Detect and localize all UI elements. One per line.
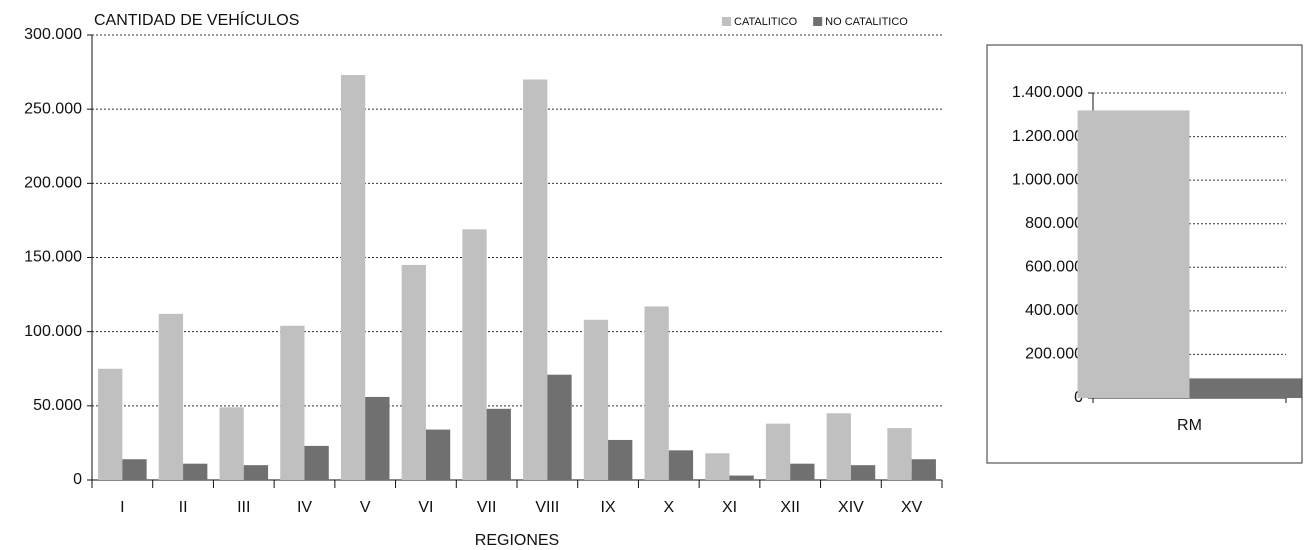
y-tick-label: 200.000 (1025, 346, 1083, 363)
bar (365, 396, 390, 480)
bar (790, 463, 815, 480)
bar (243, 465, 269, 480)
bar (765, 423, 791, 480)
bar (122, 459, 147, 480)
bar (219, 407, 244, 480)
y-tick-label: 1.000.000 (1012, 171, 1083, 188)
bar (340, 75, 366, 481)
bar (304, 445, 329, 480)
y-tick-label: 600.000 (1025, 259, 1083, 276)
bar (729, 475, 754, 480)
bar (401, 264, 426, 480)
x-tick-label: IV (297, 499, 312, 516)
bar (158, 313, 184, 480)
bar (911, 459, 936, 480)
legend-swatch (722, 17, 731, 26)
x-tick-label: XIV (838, 499, 864, 516)
bar (425, 429, 451, 480)
x-axis-label: REGIONES (475, 532, 559, 549)
x-tick-label: XV (901, 499, 923, 516)
chart-title: CANTIDAD DE VEHÍCULOS (94, 10, 299, 29)
bar (1189, 378, 1302, 398)
bar (644, 306, 669, 480)
x-tick-label: X (663, 499, 674, 516)
y-tick-label: 300.000 (24, 26, 82, 43)
y-tick-label: 150.000 (24, 249, 82, 266)
y-tick-label: 250.000 (24, 100, 82, 117)
y-tick-label: 100.000 (24, 323, 82, 340)
bar (850, 465, 876, 480)
y-tick-label: 400.000 (1025, 302, 1083, 319)
x-tick-label: VI (418, 499, 433, 516)
x-tick-label: II (179, 499, 188, 516)
bar (183, 463, 208, 480)
bar (98, 368, 123, 480)
y-tick-label: 800.000 (1025, 215, 1083, 232)
x-tick-label: VII (477, 499, 497, 516)
bar (608, 439, 633, 480)
x-tick-label: V (360, 499, 371, 516)
y-tick-label: 50.000 (33, 397, 82, 414)
bar (887, 428, 912, 480)
bar (826, 413, 851, 480)
legend-swatch (813, 17, 823, 26)
bar (583, 319, 609, 480)
bar (523, 79, 548, 480)
x-tick-label: RM (1177, 417, 1202, 434)
y-tick-label: 200.000 (24, 175, 82, 192)
bar (280, 325, 305, 480)
y-tick-label: 1.400.000 (1012, 84, 1083, 101)
bar (668, 450, 694, 480)
inset-frame (986, 44, 1303, 464)
x-tick-label: III (237, 499, 250, 516)
bar (486, 408, 511, 480)
y-tick-label: 1.200.000 (1012, 128, 1083, 145)
x-tick-label: I (120, 499, 124, 516)
bar (1077, 110, 1190, 398)
bar (547, 374, 572, 480)
x-tick-label: XII (780, 499, 800, 516)
bar (705, 453, 730, 480)
x-tick-label: XI (722, 499, 737, 516)
x-tick-label: IX (601, 499, 616, 516)
legend-label: CATALITICO (734, 16, 798, 28)
legend-label: NO CATALITICO (825, 16, 908, 28)
bar (462, 229, 487, 480)
y-tick-label: 0 (73, 471, 82, 488)
x-tick-label: VIII (535, 499, 559, 516)
